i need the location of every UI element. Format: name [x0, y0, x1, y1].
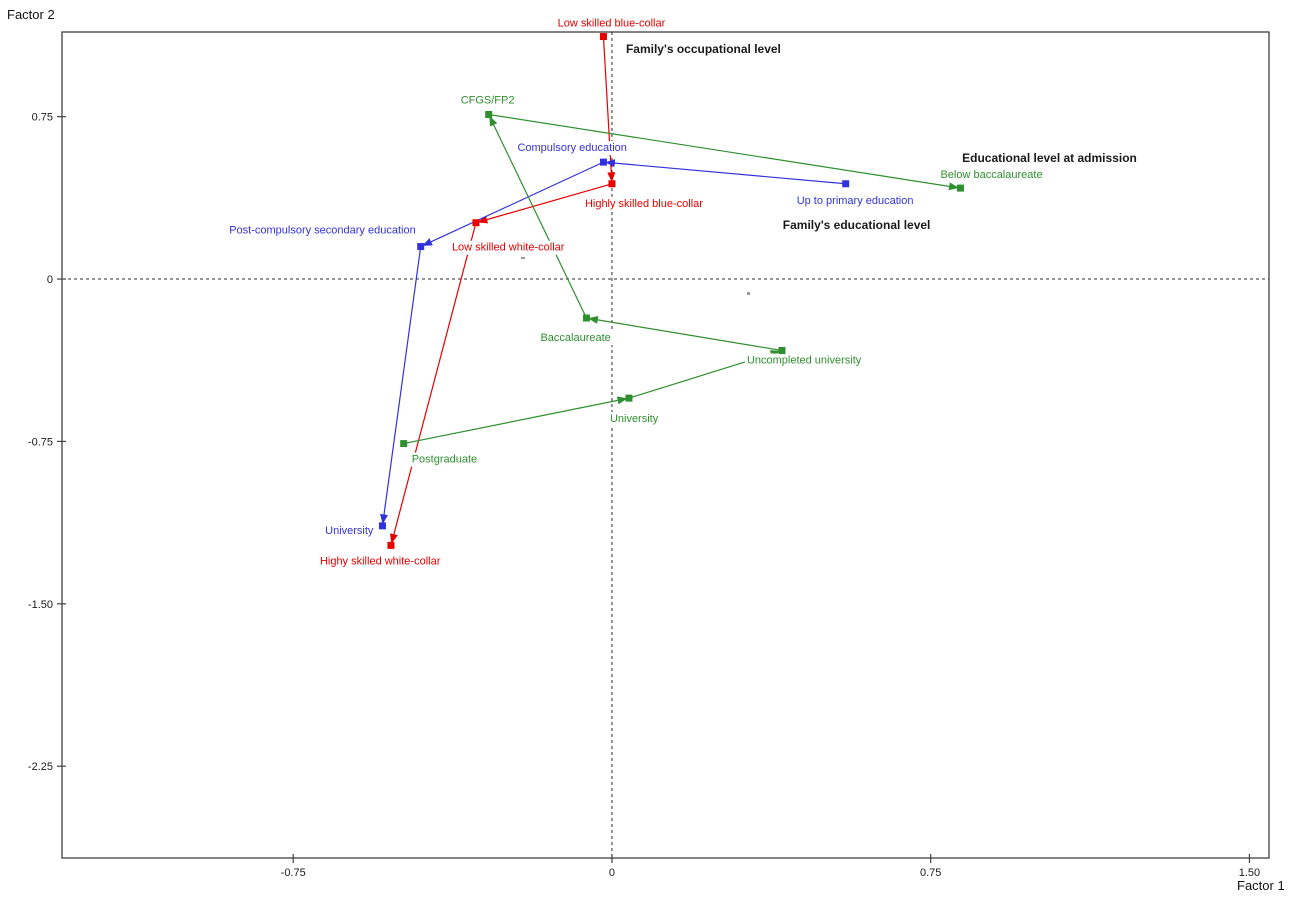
y-tick-label: 0: [47, 274, 53, 286]
label-backdrop: [582, 196, 706, 211]
series-heading: Educational level at admission: [962, 151, 1137, 165]
point-label: Low skilled blue-collar: [558, 18, 666, 30]
label-backdrop: [538, 331, 613, 346]
label-backdrop: [227, 223, 418, 238]
label-backdrop: [794, 193, 916, 208]
label-backdrop: [744, 353, 864, 368]
x-tick-label: 0.75: [920, 867, 941, 879]
trajectory-segment: [420, 161, 604, 248]
label-backdrop: [607, 412, 661, 427]
point-label: University: [325, 525, 374, 537]
data-point: [599, 33, 607, 41]
data-point: [842, 180, 850, 188]
point-label: University: [610, 413, 659, 425]
point-label: Uncompleted university: [747, 354, 862, 366]
trajectory-segment: [403, 396, 630, 445]
series-heading: Family's occupational level: [626, 42, 781, 56]
trajectory-segment: [488, 114, 587, 319]
data-point: [400, 440, 408, 448]
trajectory-segment: [380, 246, 422, 526]
stray-mark-dot: [747, 292, 750, 295]
x-tick-label: 0: [609, 867, 615, 879]
point-label: Highly skilled blue-collar: [585, 198, 703, 210]
point-label: Up to primary education: [797, 195, 914, 207]
label-backdrop: [458, 93, 517, 108]
label-backdrop: [515, 141, 629, 156]
trajectory-segment: [586, 315, 783, 352]
data-point: [378, 522, 386, 530]
y-axis-title: Factor 2: [7, 7, 55, 22]
label-backdrop: [317, 554, 443, 569]
point-label: Postgraduate: [412, 454, 477, 466]
label-backdrop: [409, 452, 480, 467]
data-point: [387, 541, 395, 549]
point-label: Low skilled white-collar: [452, 242, 565, 254]
label-backdrop: [555, 16, 668, 31]
point-label: Baccalaureate: [540, 332, 610, 344]
data-point: [599, 158, 607, 166]
point-label: Below baccalaureate: [940, 169, 1042, 181]
data-point: [485, 110, 493, 118]
y-tick-label: -2.25: [28, 761, 53, 773]
data-point: [582, 314, 590, 322]
y-tick-label: 0.75: [32, 112, 53, 124]
data-point: [608, 180, 616, 188]
data-point: [472, 219, 480, 227]
trajectory-segment: [603, 159, 846, 185]
data-point: [417, 243, 425, 251]
trajectory-segment: [488, 113, 961, 191]
point-label: CFGS/FP2: [461, 94, 515, 106]
data-point: [778, 346, 786, 354]
series-heading: Family's educational level: [783, 218, 931, 232]
point-label: Post-compulsory secondary education: [229, 225, 415, 237]
x-axis-title: Factor 1: [1237, 878, 1285, 893]
data-point: [625, 394, 633, 402]
data-point: [956, 184, 964, 192]
stray-mark-dash: [521, 257, 525, 259]
x-tick-label: -0.75: [281, 867, 306, 879]
plot-border: [61, 31, 1270, 859]
point-label: Compulsory education: [517, 142, 626, 154]
trajectory-segment: [475, 183, 613, 224]
y-tick-label: -0.75: [28, 436, 53, 448]
y-tick-label: -1.50: [28, 599, 53, 611]
label-backdrop: [449, 240, 567, 255]
point-label: Highy skilled white-collar: [320, 555, 441, 567]
x-tick-label: 1.50: [1239, 867, 1260, 879]
label-backdrop: [323, 523, 376, 538]
label-backdrop: [938, 168, 1045, 183]
trajectory-segment: [390, 222, 477, 546]
